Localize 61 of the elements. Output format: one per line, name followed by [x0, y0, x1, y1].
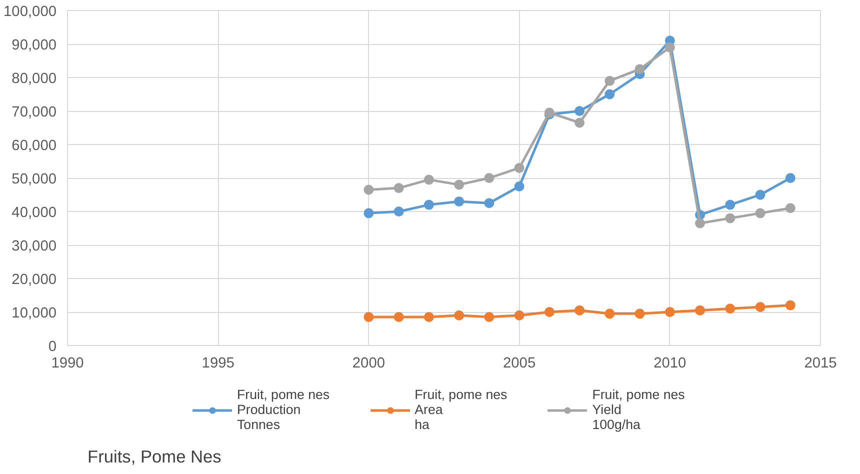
legend-label: Fruit, pome nes Production Tonnes	[237, 387, 330, 432]
point	[574, 106, 585, 116]
x-tick-label: 2000	[352, 356, 386, 372]
point	[755, 302, 766, 312]
y-tick-label: 70,000	[12, 104, 56, 120]
point	[394, 206, 404, 216]
point	[394, 183, 404, 194]
point	[484, 173, 494, 183]
y-tick-label: 90,000	[12, 38, 56, 54]
y-tick-label: 20,000	[12, 272, 56, 288]
y-tick-label: 100,000	[4, 4, 57, 20]
point	[664, 307, 675, 317]
point	[424, 200, 434, 210]
point	[785, 203, 796, 214]
x-tick-label: 2005	[503, 356, 536, 372]
point	[604, 308, 615, 319]
point	[454, 310, 464, 320]
legend-label: Fruit, pome nes Yield 100g/ha	[592, 387, 685, 432]
point	[484, 198, 494, 208]
point	[394, 312, 404, 322]
x-tick-label: 2015	[804, 356, 837, 372]
x-tick-label: 1990	[51, 356, 84, 372]
point	[634, 64, 645, 74]
point	[454, 196, 464, 206]
point	[514, 310, 524, 320]
point	[364, 184, 374, 195]
point	[785, 173, 796, 183]
point	[454, 180, 464, 190]
point	[755, 190, 766, 200]
point	[785, 300, 796, 310]
y-tick-label: 0	[48, 339, 57, 355]
point	[364, 312, 374, 322]
point	[424, 312, 434, 322]
point	[364, 208, 374, 218]
y-tick-label: 30,000	[12, 238, 56, 254]
y-tick-label: 10,000	[12, 306, 56, 322]
y-tick-label: 50,000	[12, 172, 56, 188]
point	[755, 208, 766, 218]
point	[664, 42, 675, 52]
y-tick-label: 60,000	[12, 138, 56, 154]
point	[574, 305, 585, 316]
legend-label: Fruit, pome nes Area ha	[414, 387, 508, 432]
y-tick-label: 80,000	[12, 71, 56, 87]
point	[604, 76, 615, 86]
point	[484, 312, 494, 322]
y-tick-label: 40,000	[12, 205, 56, 221]
text: Fruits, Pome Nes	[88, 446, 222, 466]
point	[574, 118, 585, 128]
x-tick-label: 2010	[654, 356, 686, 372]
point	[514, 181, 524, 192]
point	[725, 304, 736, 314]
point	[695, 305, 706, 316]
x-tick-label: 1995	[202, 356, 234, 372]
point	[604, 89, 615, 100]
point	[725, 213, 736, 224]
point	[544, 307, 554, 317]
point	[514, 162, 524, 173]
point	[634, 308, 645, 319]
point	[424, 174, 434, 185]
point	[695, 218, 706, 228]
point	[725, 200, 736, 210]
